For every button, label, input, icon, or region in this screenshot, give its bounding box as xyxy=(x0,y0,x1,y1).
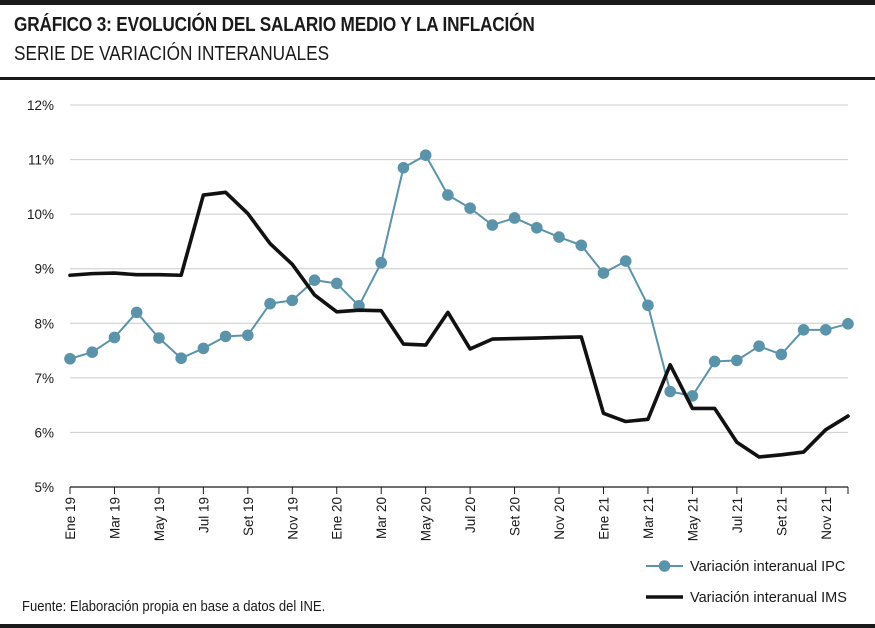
ipc-data-point xyxy=(86,346,99,359)
ipc-data-point xyxy=(153,332,165,344)
y-tick-label: 11% xyxy=(28,153,54,168)
y-tick-label: 9% xyxy=(34,262,54,277)
ipc-data-point xyxy=(819,324,832,336)
ipc-data-point xyxy=(242,329,254,342)
legend: Variación interanual IPC Variación intera… xyxy=(646,559,847,606)
x-tick-label: May 20 xyxy=(419,497,434,541)
x-tick-label: Ene 19 xyxy=(63,497,78,540)
ipc-data-point xyxy=(130,306,143,319)
x-tick-label: Set 19 xyxy=(241,497,256,536)
x-axis: Ene 19 Mar 19 May 19 Jul 19 Set 19 Nov 19 Ene … xyxy=(63,486,849,541)
x-tick-label: Jul 21 xyxy=(730,497,745,533)
ipc-data-point xyxy=(797,324,810,336)
x-tick-label: Set 21 xyxy=(774,497,789,536)
ipc-data-point xyxy=(575,239,588,252)
x-tick-label: Ene 20 xyxy=(330,497,345,540)
chart-subtitle: SERIE DE VARIACIÓN INTERANUALES xyxy=(14,43,330,65)
y-tick-label: 8% xyxy=(34,316,54,331)
x-tick-label: Set 20 xyxy=(508,497,523,536)
ipc-data-point xyxy=(330,277,343,290)
ipc-data-point xyxy=(286,294,299,307)
ipc-data-point xyxy=(508,212,521,224)
ipc-data-point xyxy=(842,318,854,330)
x-tick-label: Jul 20 xyxy=(463,497,478,533)
source-note: Fuente: Elaboración propia en base a dat… xyxy=(22,599,326,615)
gridlines xyxy=(70,104,848,433)
x-tick-label: Nov 20 xyxy=(552,497,567,540)
ipc-data-point xyxy=(64,352,76,365)
legend-ipc-label: Variación interanual IPC xyxy=(690,559,845,575)
ipc-data-point xyxy=(708,355,721,368)
ipc-data-point xyxy=(619,255,632,267)
y-tick-label: 10% xyxy=(27,207,54,222)
ipc-data-point xyxy=(397,161,410,174)
ipc-data-point xyxy=(308,274,321,286)
ipc-data-point xyxy=(731,354,743,367)
ims-series-line xyxy=(68,190,850,459)
chart-title: GRÁFICO 3: EVOLUCIÓN DEL SALARIO MEDIO Y… xyxy=(14,14,535,36)
legend-ipc-marker xyxy=(658,560,671,572)
ipc-data-point xyxy=(553,231,565,243)
x-tick-label: Jul 19 xyxy=(196,497,211,533)
ipc-data-point xyxy=(375,256,388,269)
ipc-data-point xyxy=(464,202,476,214)
legend-ims-label: Variación interanual IMS xyxy=(690,590,847,606)
ipc-data-point xyxy=(753,340,765,353)
x-tick-label: May 21 xyxy=(685,497,700,541)
y-tick-label: 5% xyxy=(34,480,54,495)
ipc-data-point xyxy=(597,267,610,279)
ipc-data-point xyxy=(531,221,543,234)
ipc-data-point xyxy=(264,297,276,310)
ipc-data-point xyxy=(197,342,210,355)
x-tick-label: Mar 21 xyxy=(641,497,656,539)
y-tick-label: 7% xyxy=(34,371,54,386)
ipc-data-point xyxy=(108,331,121,344)
x-tick-label: Ene 21 xyxy=(596,497,611,540)
y-tick-label: 12% xyxy=(27,98,54,113)
ipc-data-point xyxy=(419,149,432,162)
x-tick-label: May 19 xyxy=(152,497,167,541)
ipc-data-point xyxy=(175,352,187,365)
x-tick-label: Nov 19 xyxy=(285,497,300,540)
x-tick-label: Nov 21 xyxy=(819,497,834,540)
y-axis-ticks: 5% 6% 7% 8% 9% 10% 11% 12% xyxy=(27,98,54,495)
series-layer xyxy=(64,149,854,459)
ipc-data-point xyxy=(219,330,232,343)
y-tick-label: 6% xyxy=(34,425,54,440)
ipc-data-point xyxy=(442,189,454,201)
ipc-data-point xyxy=(642,299,654,312)
bottom-rule xyxy=(0,624,875,628)
ipc-data-point xyxy=(775,348,788,361)
x-tick-label: Mar 20 xyxy=(374,497,389,539)
x-tick-label: Mar 19 xyxy=(107,497,122,539)
ipc-data-point xyxy=(664,385,676,398)
title-rule xyxy=(0,77,875,80)
ipc-data-point xyxy=(486,219,499,231)
top-rule xyxy=(0,0,875,5)
